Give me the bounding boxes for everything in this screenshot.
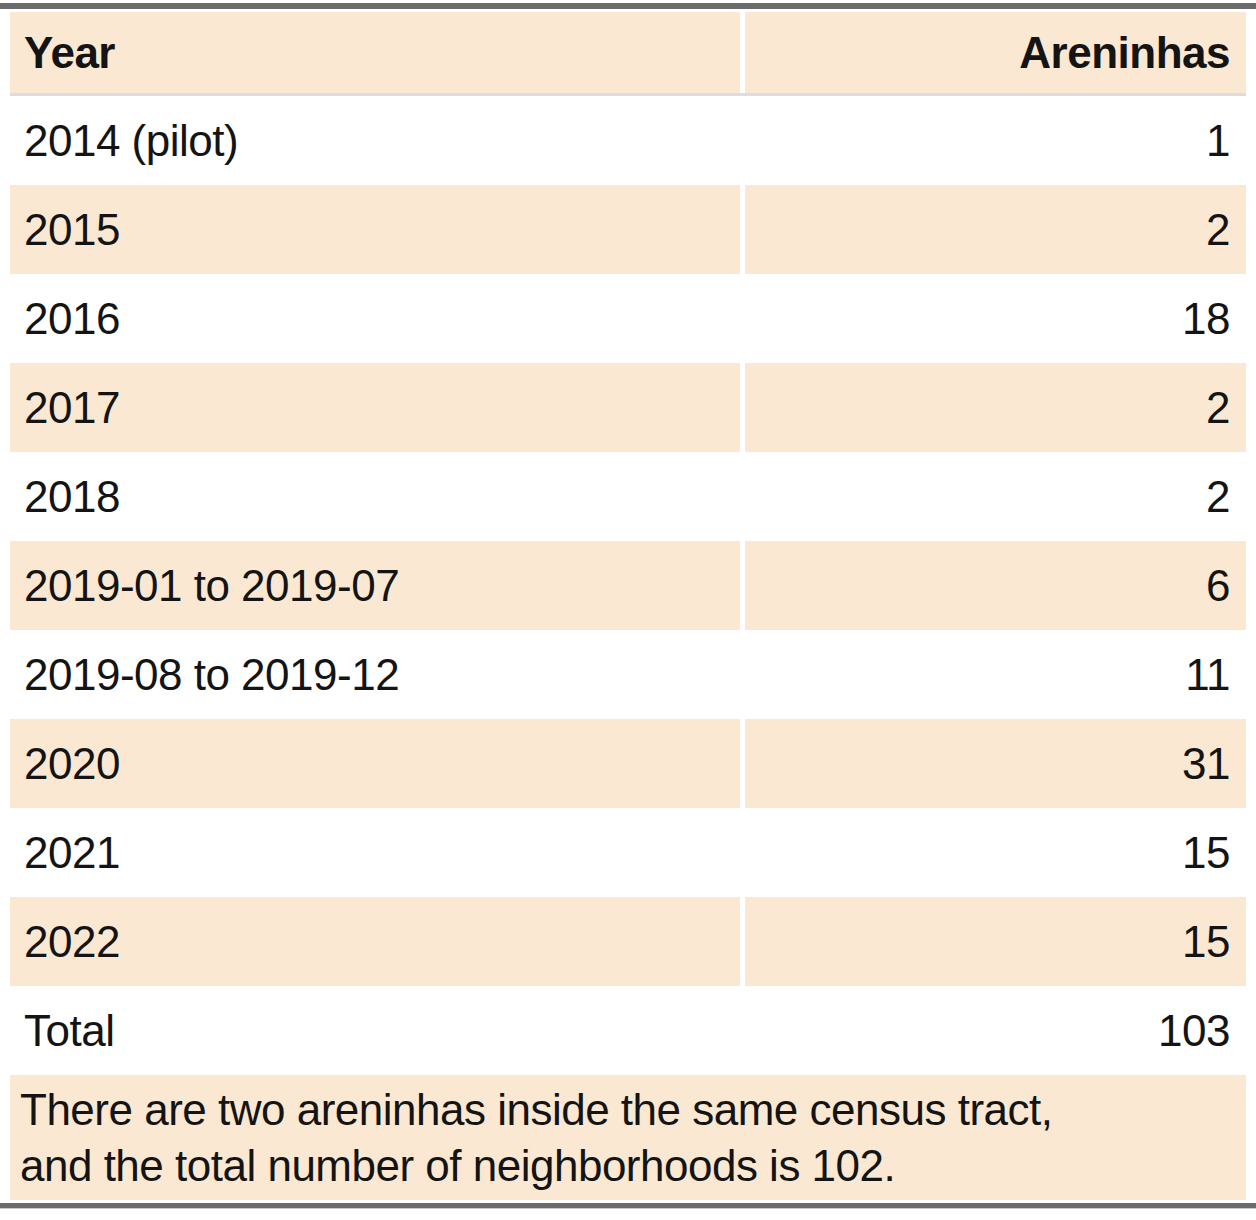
table-row: 2019-01 to 2019-076 (10, 541, 1246, 630)
table-body: 2014 (pilot)12015220161820172201822019-0… (10, 96, 1246, 1075)
areninhas-cell: 31 (745, 719, 1246, 808)
year-cell: 2017 (10, 363, 740, 452)
table-row: 2019-08 to 2019-1211 (10, 630, 1246, 719)
areninhas-cell: 103 (745, 986, 1246, 1075)
table-row: Total103 (10, 986, 1246, 1075)
table-row: 20152 (10, 185, 1246, 274)
year-cell: 2022 (10, 897, 740, 986)
footnote-line: and the total number of neighborhoods is… (20, 1138, 1236, 1194)
table-header-row: Year Areninhas (10, 12, 1246, 96)
areninhas-cell: 11 (745, 630, 1246, 719)
year-cell: 2016 (10, 274, 740, 363)
table-row: 20172 (10, 363, 1246, 452)
year-cell: 2018 (10, 452, 740, 541)
areninhas-cell: 15 (745, 808, 1246, 897)
column-header-year: Year (10, 12, 740, 93)
table-row: 202215 (10, 897, 1246, 986)
areninhas-table-page: Year Areninhas 2014 (pilot)1201522016182… (0, 0, 1256, 1220)
areninhas-table: Year Areninhas 2014 (pilot)1201522016182… (10, 12, 1246, 1200)
year-cell: 2019-01 to 2019-07 (10, 541, 740, 630)
areninhas-cell: 2 (745, 363, 1246, 452)
areninhas-cell: 1 (745, 96, 1246, 185)
footnote-line: There are two areninhas inside the same … (20, 1082, 1236, 1138)
year-cell: 2015 (10, 185, 740, 274)
areninhas-cell: 2 (745, 185, 1246, 274)
table-row: 202031 (10, 719, 1246, 808)
year-cell: 2014 (pilot) (10, 96, 740, 185)
year-cell: 2020 (10, 719, 740, 808)
year-cell: 2021 (10, 808, 740, 897)
areninhas-cell: 6 (745, 541, 1246, 630)
table-row: 2014 (pilot)1 (10, 96, 1246, 185)
table-bottom-rule (0, 1203, 1256, 1209)
table-row: 20182 (10, 452, 1246, 541)
table-row: 202115 (10, 808, 1246, 897)
areninhas-cell: 2 (745, 452, 1246, 541)
areninhas-cell: 15 (745, 897, 1246, 986)
year-cell: Total (10, 986, 740, 1075)
table-top-rule (0, 3, 1256, 9)
table-footnote: There are two areninhas inside the same … (10, 1075, 1246, 1200)
year-cell: 2019-08 to 2019-12 (10, 630, 740, 719)
column-header-areninhas: Areninhas (745, 12, 1246, 93)
areninhas-cell: 18 (745, 274, 1246, 363)
table-row: 201618 (10, 274, 1246, 363)
